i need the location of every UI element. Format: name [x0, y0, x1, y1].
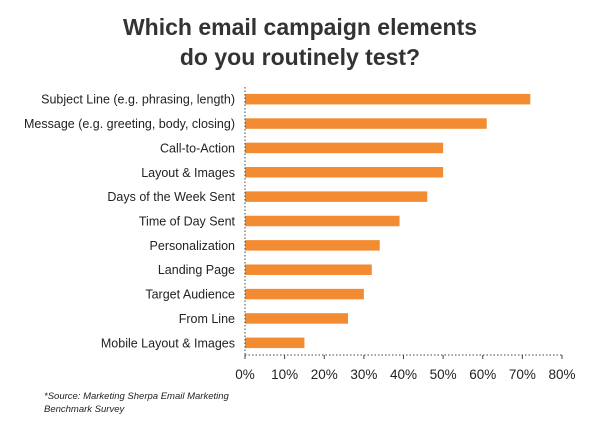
bar-5 [245, 215, 400, 227]
x-tick-label: 0% [235, 367, 255, 382]
category-label: Message (e.g. greeting, body, closing) [24, 117, 235, 131]
bar-9 [245, 313, 349, 324]
bar-4 [245, 191, 428, 202]
x-tick-labels: 0% 10% 20% 30% 40% 50% 60% 70% 80% [235, 367, 575, 382]
category-label: Target Audience [145, 288, 235, 302]
bars-group [245, 93, 531, 349]
bar-1 [245, 118, 487, 129]
chart-title: Which email campaign elements do you rou… [0, 12, 600, 72]
category-label: Mobile Layout & Images [101, 336, 235, 350]
x-tick-label: 60% [469, 367, 496, 382]
category-label: Call-to-Action [160, 141, 235, 155]
category-label: Landing Page [158, 263, 235, 277]
bar-0 [245, 93, 531, 105]
category-label: Subject Line (e.g. phrasing, length) [41, 93, 235, 107]
category-label: From Line [179, 312, 235, 326]
x-tick-label: 80% [548, 367, 575, 382]
bar-3 [245, 167, 444, 178]
x-tick-label: 50% [430, 367, 457, 382]
bar-10 [245, 337, 305, 349]
bar-8 [245, 288, 364, 300]
bar-7 [245, 264, 372, 275]
category-labels: Subject Line (e.g. phrasing, length) Mess… [24, 93, 236, 351]
x-tick-label: 70% [509, 367, 536, 382]
x-tick-label: 20% [311, 367, 338, 382]
category-label: Personalization [150, 239, 236, 253]
axes-group [244, 87, 563, 359]
x-tick-label: 40% [390, 367, 417, 382]
source-note: *Source: Marketing Sherpa Email Marketin… [44, 391, 229, 415]
chart-title-line-2: do you routinely test? [179, 44, 421, 70]
bar-6 [245, 240, 380, 251]
category-label: Layout & Images [141, 166, 235, 180]
category-label: Days of the Week Sent [107, 190, 235, 204]
bar-2 [245, 142, 444, 154]
chart-title-line-1: Which email campaign elements [122, 14, 478, 40]
x-tick-label: 10% [271, 367, 298, 382]
category-label: Time of Day Sent [139, 215, 236, 229]
x-tick-label: 30% [350, 367, 377, 382]
